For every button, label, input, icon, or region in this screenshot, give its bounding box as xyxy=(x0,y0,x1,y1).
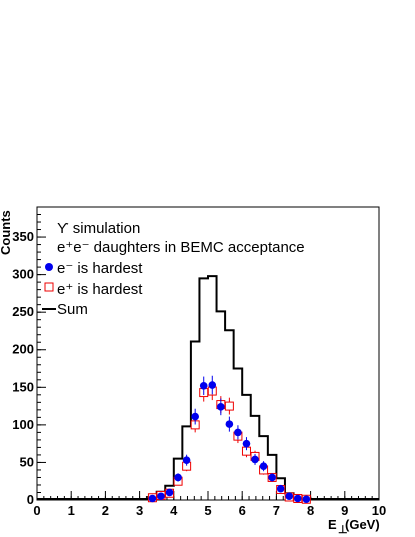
electron-series-layer xyxy=(148,375,311,504)
x-tick-label: 2 xyxy=(102,503,109,518)
electron-point xyxy=(276,484,285,493)
electron-point xyxy=(259,462,268,470)
electron-point xyxy=(182,456,191,464)
x-tick-label: 0 xyxy=(33,503,40,518)
x-tick-label: 8 xyxy=(307,503,314,518)
y-axis-label: Counts xyxy=(0,210,13,255)
electron-point xyxy=(199,382,208,390)
legend-title-line2: e⁺e⁻ daughters in BEMC acceptance xyxy=(57,239,305,256)
y-tick-label: 100 xyxy=(12,417,34,432)
electron-point xyxy=(302,495,311,504)
legend-label-sum: Sum xyxy=(57,301,88,318)
positron-point xyxy=(224,401,234,411)
x-tick-label: 9 xyxy=(341,503,348,518)
legend-label-electron: e⁻ is hardest xyxy=(57,260,143,277)
x-axis-label-subscript: ⊥ xyxy=(338,524,348,536)
legend-label-positron: e⁺ is hardest xyxy=(57,281,143,298)
y-tick-label: 350 xyxy=(12,229,34,244)
x-tick-label: 4 xyxy=(170,503,178,518)
x-tick-label: 5 xyxy=(204,503,211,518)
x-axis-label: E ⊥ (GeV) xyxy=(328,517,380,536)
electron-point xyxy=(217,403,225,411)
x-tick-label: 3 xyxy=(136,503,143,518)
x-axis-label-unit: (GeV) xyxy=(345,517,380,532)
y-tick-label: 300 xyxy=(12,267,34,282)
electron-point xyxy=(148,494,157,503)
electron-point xyxy=(293,494,302,503)
x-tick-label: 10 xyxy=(372,503,386,518)
x-tick-label: 6 xyxy=(239,503,246,518)
electron-point xyxy=(285,492,294,501)
legend-title-line1: ϒ simulation xyxy=(57,220,140,237)
electron-point xyxy=(165,488,174,497)
electron-point xyxy=(191,412,199,421)
x-tick-label: 7 xyxy=(273,503,280,518)
y-tick-label: 0 xyxy=(27,492,34,507)
electron-point xyxy=(225,420,234,428)
legend-marker-positron xyxy=(44,282,54,292)
electron-point xyxy=(251,455,259,464)
x-axis-label-main: E xyxy=(328,517,337,532)
y-tick-label: 50 xyxy=(20,454,34,469)
electron-point xyxy=(268,473,276,482)
legend: ϒ simulation e⁺e⁻ daughters in BEMC acce… xyxy=(42,220,305,318)
y-tick-label: 200 xyxy=(12,342,34,357)
electron-point xyxy=(242,439,251,448)
y-tick-label: 150 xyxy=(12,379,34,394)
electron-point xyxy=(174,473,182,482)
legend-marker-electron xyxy=(45,263,53,271)
x-tick-label: 1 xyxy=(68,503,75,518)
electron-point xyxy=(157,492,165,501)
electron-point xyxy=(208,381,217,389)
y-tick-label: 250 xyxy=(12,304,34,319)
electron-point xyxy=(234,428,242,437)
